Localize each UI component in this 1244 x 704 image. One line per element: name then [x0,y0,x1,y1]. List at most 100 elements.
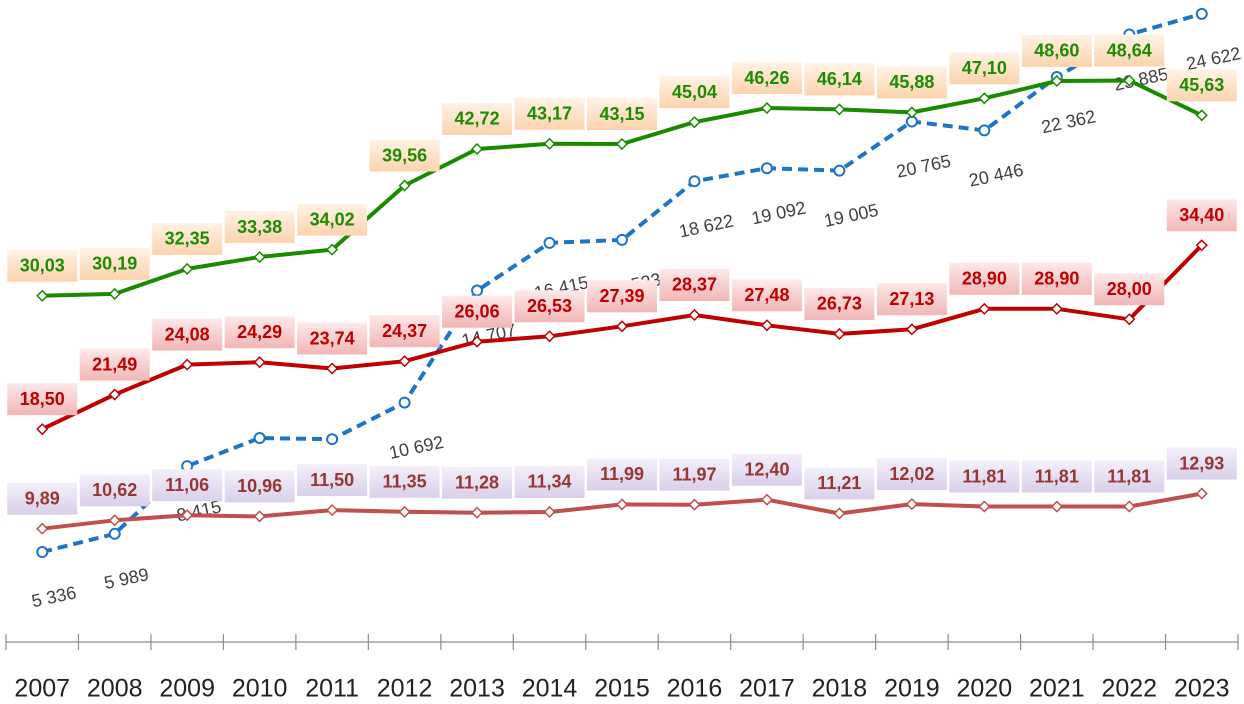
data-label-box [804,467,875,500]
data-label-box [587,98,657,131]
marker [471,284,484,297]
marker [326,504,339,517]
x-tick-label: 2019 [884,675,940,703]
marker [1195,487,1208,500]
data-label: 32,35 [165,229,210,249]
data-label-box [1021,262,1092,295]
data-label-box [297,464,368,497]
marker [1123,74,1136,87]
data-label-box [514,290,585,323]
data-label: 26,53 [527,296,572,316]
data-label-box [514,97,585,130]
data-label: 48,60 [1034,41,1079,61]
data-label: 28,37 [672,275,717,295]
data-label: 45,04 [672,82,717,102]
marker [615,498,629,511]
data-label-box [297,203,368,236]
marker [833,507,846,520]
data-label: 24,37 [382,321,427,341]
marker [543,505,556,519]
x-tick-label: 2017 [739,675,795,703]
marker [1050,74,1063,88]
data-label-box [949,460,1020,493]
marker [253,356,266,369]
marker [688,308,701,322]
data-label: 34,40 [1179,205,1224,225]
data-label-box [804,287,875,320]
marker [760,493,774,506]
data-label: 43,15 [599,104,644,124]
marker [398,179,411,192]
data-label: 23,74 [310,328,355,348]
data-label: 30,19 [92,254,137,274]
data-label: 42,72 [455,109,500,129]
marker [253,432,266,445]
marker [398,505,411,518]
data-label-box [1021,460,1092,493]
marker [326,433,339,446]
marker [470,506,484,519]
x-tick-label: 2012 [377,675,433,703]
data-label: 46,26 [744,68,789,88]
data-label-box [369,465,440,498]
data-label: 26,06 [455,301,500,321]
data-label-box [876,458,947,491]
data-label-box [442,295,513,328]
data-label-box [659,76,730,109]
data-label-box [1094,273,1165,306]
x-tick-label: 2015 [594,675,650,703]
marker [760,101,774,115]
marker [978,500,991,513]
marker [398,396,411,409]
marker [326,243,339,256]
data-label-box [731,62,802,95]
data-label-box [587,280,657,313]
marker [833,327,846,341]
data-label: 34,02 [310,209,355,229]
marker [1195,239,1208,252]
data-label: 27,39 [599,286,644,306]
data-label-box [659,458,730,491]
x-tick-label: 2010 [232,675,288,703]
data-label: 39,56 [382,145,427,165]
marker [36,522,49,535]
data-label-box [224,211,295,244]
data-label: 5 336 [30,582,78,611]
data-label-box [1166,69,1237,102]
marker [253,250,266,264]
data-label: 10,62 [92,480,137,500]
marker [1195,109,1208,122]
data-label: 20 765 [895,151,953,182]
data-label-box [514,465,585,498]
data-label: 11,81 [1035,466,1079,486]
data-label: 10,96 [237,476,282,496]
data-label-box [7,249,78,282]
marker [688,498,701,511]
data-label: 5 989 [102,564,150,593]
marker [615,320,629,333]
data-label-box [442,102,513,135]
data-label: 30,03 [20,256,65,276]
data-label: 11,06 [165,475,209,495]
marker [760,319,774,332]
marker [108,388,121,401]
data-label-box [659,268,730,301]
marker [833,103,846,116]
data-label-box [152,469,223,502]
x-tick-label: 2007 [14,675,70,703]
data-label: 28,00 [1107,279,1152,299]
data-label: 24,29 [237,322,282,342]
data-label: 33,38 [237,217,282,237]
data-label: 9,89 [25,488,60,508]
data-label-box [876,283,947,316]
data-label: 10 692 [387,432,445,463]
data-label: 11,28 [455,472,499,492]
marker [1195,7,1208,20]
data-label-box [7,482,78,515]
data-label: 11,21 [817,473,861,493]
data-label: 28,90 [1034,269,1079,289]
marker [1050,500,1063,513]
data-label: 45,63 [1179,75,1224,95]
data-label: 11,81 [962,466,1006,486]
